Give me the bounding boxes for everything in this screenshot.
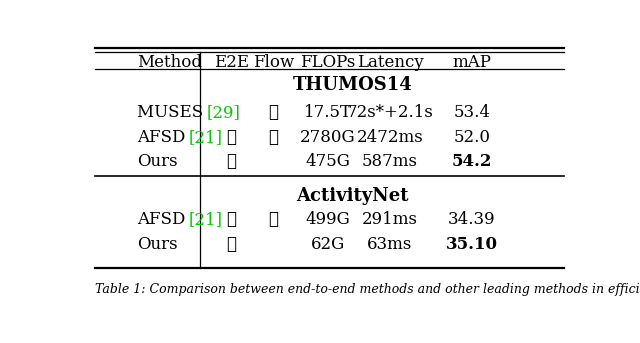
Text: Flow: Flow [253, 54, 294, 71]
Text: [29]: [29] [207, 104, 241, 121]
Text: THUMOS14: THUMOS14 [293, 76, 413, 94]
Text: Ours: Ours [137, 153, 178, 170]
Text: 475G: 475G [305, 153, 351, 170]
Text: Table 1: Comparison between end-to-end methods and other leading methods in effi: Table 1: Comparison between end-to-end m… [95, 283, 640, 296]
Text: ✓: ✓ [268, 129, 278, 146]
Text: 587ms: 587ms [362, 153, 418, 170]
Text: ✓: ✓ [227, 129, 236, 146]
Text: 35.10: 35.10 [446, 236, 498, 253]
Text: 2472ms: 2472ms [356, 129, 424, 146]
Text: AFSD: AFSD [137, 129, 189, 146]
Text: 499G: 499G [306, 211, 350, 228]
Text: Ours: Ours [137, 236, 178, 253]
Text: ActivityNet: ActivityNet [296, 187, 409, 205]
Text: AFSD: AFSD [137, 211, 189, 228]
Text: ✓: ✓ [227, 211, 236, 228]
Text: 2780G: 2780G [300, 129, 356, 146]
Text: ✓: ✓ [268, 211, 278, 228]
Text: 34.39: 34.39 [448, 211, 495, 228]
Text: FLOPs: FLOPs [300, 54, 356, 71]
Text: 72s*+2.1s: 72s*+2.1s [347, 104, 433, 121]
Text: [21]: [21] [189, 211, 223, 228]
Text: ✓: ✓ [227, 153, 236, 170]
Text: ✓: ✓ [227, 236, 236, 253]
Text: ✓: ✓ [268, 104, 278, 121]
Text: 17.5T: 17.5T [304, 104, 352, 121]
Text: 62G: 62G [311, 236, 345, 253]
Text: Method: Method [137, 54, 202, 71]
Text: 63ms: 63ms [367, 236, 413, 253]
Text: 53.4: 53.4 [453, 104, 490, 121]
Text: E2E: E2E [214, 54, 249, 71]
Text: Latency: Latency [356, 54, 424, 71]
Text: 52.0: 52.0 [453, 129, 490, 146]
Text: MUSES: MUSES [137, 104, 207, 121]
Text: mAP: mAP [452, 54, 492, 71]
Text: 291ms: 291ms [362, 211, 418, 228]
Text: 54.2: 54.2 [452, 153, 492, 170]
Text: [21]: [21] [189, 129, 223, 146]
